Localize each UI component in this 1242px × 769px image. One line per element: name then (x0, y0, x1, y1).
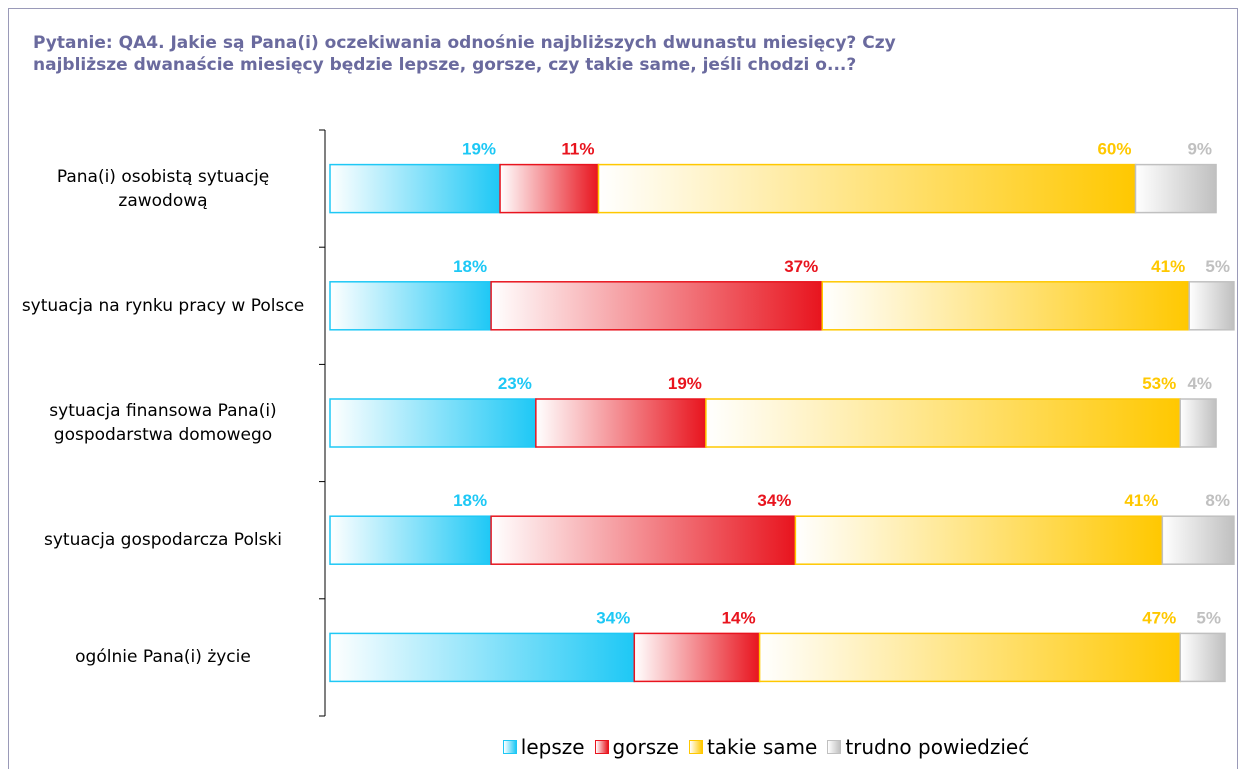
value-label: 41% (1151, 257, 1185, 276)
category-label: sytuacja na rynku pracy w Polsce (21, 295, 305, 316)
value-label: 9% (1187, 140, 1212, 159)
bar-segment (1134, 163, 1217, 214)
legend-swatch (827, 740, 842, 754)
bar-segment (794, 515, 1164, 565)
bar-segment (535, 398, 707, 448)
value-label: 23% (498, 374, 532, 393)
bar-segment (758, 632, 1181, 683)
value-label: 8% (1205, 491, 1230, 510)
legend-item: gorsze (594, 735, 679, 759)
bar-segment (1161, 515, 1235, 565)
bar-segment (329, 281, 492, 331)
legend-label: lepsze (520, 735, 585, 759)
value-label: 53% (1142, 374, 1176, 393)
legend: lepsze gorsze takie same trudno powiedzieć (0, 735, 1242, 759)
bar-segment (1179, 398, 1217, 448)
category-label: ogólnie Pana(i) życie (75, 647, 251, 668)
chart-title: Pytanie: QA4. Jakie są Pana(i) oczekiwan… (33, 33, 896, 75)
bar-segment (1179, 632, 1226, 683)
value-label: 34% (596, 608, 630, 627)
value-label: 14% (722, 608, 756, 627)
value-label: 19% (462, 140, 496, 159)
value-label: 47% (1142, 608, 1176, 627)
bar-segment (329, 515, 492, 565)
value-label: 4% (1187, 374, 1212, 393)
frame (8, 8, 1238, 769)
bar-segment (705, 398, 1182, 448)
legend-label: gorsze (612, 735, 679, 759)
value-label: 5% (1196, 608, 1221, 627)
bar-segment (490, 515, 797, 565)
value-label: 41% (1124, 491, 1158, 510)
value-label: 19% (668, 374, 702, 393)
bar-segment (633, 632, 761, 683)
legend-swatch (688, 740, 703, 754)
bar-segment (1188, 281, 1235, 331)
value-label: 60% (1097, 140, 1131, 159)
legend-item: trudno powiedzieć (827, 735, 1029, 759)
value-label: 5% (1205, 257, 1230, 276)
category-label: Pana(i) osobistą sytuację zawodową (56, 166, 270, 211)
legend-label: trudno powiedzieć (845, 735, 1030, 759)
bar-segment (821, 281, 1190, 331)
bar-segment (329, 632, 636, 683)
category-label: sytuacja gospodarcza Polski (43, 530, 283, 551)
value-label: 18% (453, 491, 487, 510)
value-label: 34% (757, 491, 791, 510)
legend-item: lepsze (502, 735, 585, 759)
bar-segment (329, 163, 501, 214)
category-label: sytuacja finansowa Pana(i) gospodarstwa … (49, 401, 277, 445)
legend-label: takie same (706, 735, 818, 759)
legend-item: takie same (688, 735, 818, 759)
value-label: 11% (561, 140, 594, 159)
value-label: 37% (784, 257, 818, 276)
legend-swatch (594, 740, 609, 754)
bar-segment (329, 398, 537, 448)
legend-swatch (502, 740, 517, 754)
bar-segment (597, 163, 1137, 214)
bar-segment (499, 163, 600, 214)
value-label: 18% (453, 257, 487, 276)
bar-segment (490, 281, 823, 331)
